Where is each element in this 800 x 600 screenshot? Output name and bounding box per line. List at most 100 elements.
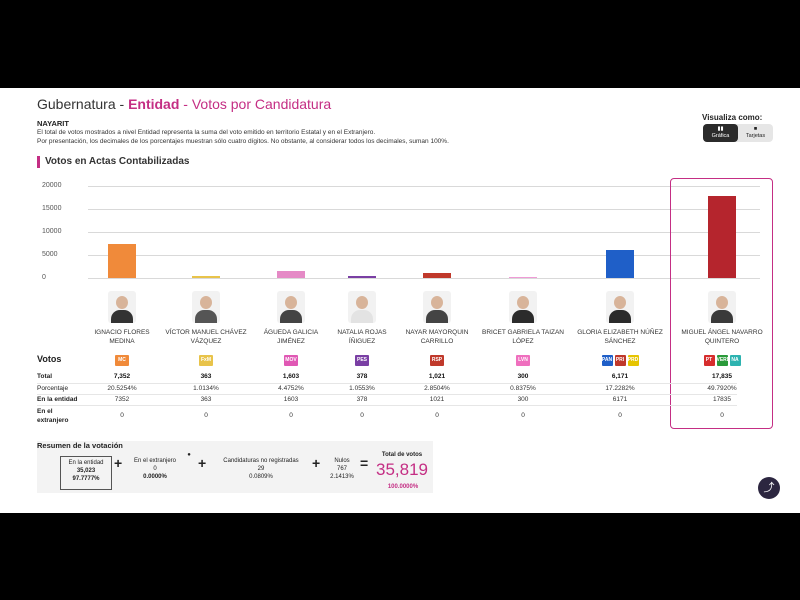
cell-entidad: 6171: [612, 396, 628, 403]
cell-total: 300: [517, 373, 529, 380]
candidate-name-line1: VÍCTOR MANUEL CHÁVEZ: [165, 329, 247, 336]
party-logo: PRD: [627, 355, 639, 366]
cell-extranjero: 0: [521, 412, 525, 419]
summary-nulos-votes: 767: [336, 466, 347, 472]
candidate-photo-head: [431, 296, 443, 309]
votos-label: Votos: [37, 354, 62, 364]
candidate-name-line2: LÓPEZ: [512, 338, 534, 345]
candidate-name: MIGUEL ÁNGEL NAVARRO QUINTERO: [672, 328, 772, 346]
row-divider: [37, 394, 737, 395]
candidate-photo-body: [711, 310, 733, 323]
info-note-2: Por presentación, los decimales de los p…: [37, 138, 449, 145]
summary-total-pct: 100.0000%: [387, 484, 419, 490]
candidate-photo: [108, 291, 136, 323]
share-button[interactable]: ⤴: [758, 477, 780, 499]
view-cards-button[interactable]: ■ Tarjetas: [738, 124, 773, 142]
row-label-extranjero-2: extranjero: [37, 417, 69, 424]
y-tick-label: 15000: [42, 205, 62, 212]
summary-title: Resumen de la votación: [37, 441, 123, 450]
cell-extranjero: 0: [120, 412, 124, 419]
summary-entidad-label: En la entidad: [68, 460, 104, 466]
candidate-photo-body: [512, 310, 534, 323]
share-icon: ⤴: [763, 482, 775, 494]
cell-extranjero: 0: [204, 412, 208, 419]
candidate-name-line2: QUINTERO: [704, 338, 740, 345]
party-logo: MOV: [284, 355, 298, 366]
summary-total-label: Total de votos: [381, 452, 423, 458]
title-prefix: Gubernatura -: [37, 96, 129, 112]
bar-6[interactable]: [509, 276, 537, 278]
summary-nulos-label: Nulos: [334, 458, 350, 464]
summary-nulos: Nulos 767 2.1413%: [324, 457, 360, 481]
y-tick-label: 10000: [42, 228, 62, 235]
view-toggle: ▮▮ Gráfica ■ Tarjetas: [703, 124, 773, 142]
cell-entidad: 1021: [429, 396, 445, 403]
page-title: Gubernatura - Entidad - Votos por Candid…: [37, 96, 331, 112]
candidate-photo-head: [285, 296, 297, 309]
view-chart-label: Gráfica: [711, 133, 730, 139]
party-logo: LVN: [516, 355, 530, 366]
plus-icon: +: [198, 455, 207, 471]
summary-no-registradas: Candidaturas no registradas 29 0.0809%: [210, 457, 312, 481]
gridline: [88, 278, 760, 279]
y-tick-label: 0: [42, 274, 46, 281]
bar-3[interactable]: [277, 270, 305, 278]
candidate-name-line2: ÍÑIGUEZ: [348, 338, 376, 345]
cell-extranjero: 0: [360, 412, 364, 419]
summary-nulos-pct: 2.1413%: [330, 474, 354, 480]
candidate-photo-head: [116, 296, 128, 309]
cell-pct: 2.8504%: [424, 385, 450, 392]
cell-entidad: 300: [517, 396, 529, 403]
gridline: [88, 232, 760, 233]
title-suffix: - Votos por Candidatura: [179, 96, 332, 112]
bar-4[interactable]: [348, 276, 376, 278]
candidate-photo-body: [609, 310, 631, 323]
view-chart-button[interactable]: ▮▮ Gráfica: [703, 124, 738, 142]
view-cards-label: Tarjetas: [745, 133, 766, 139]
winner-highlight: [670, 178, 773, 429]
candidate-photo-body: [426, 310, 448, 323]
cell-total: 1,021: [428, 373, 446, 380]
candidate-photo-head: [614, 296, 626, 309]
candidate-name: NATALIA ROJAS ÍÑIGUEZ: [312, 328, 412, 346]
bar-2[interactable]: [192, 276, 220, 278]
party-logo: PES: [355, 355, 369, 366]
bar-5[interactable]: [423, 273, 451, 278]
candidate-name: IGNACIO FLORES MEDINA: [72, 328, 172, 346]
party-logo: FxM: [199, 355, 213, 366]
row-label-extranjero-1: En el: [37, 408, 53, 415]
party-logo: RSP: [430, 355, 444, 366]
equals-icon: =: [360, 455, 369, 471]
gridline: [88, 209, 760, 210]
results-page: Gubernatura - Entidad - Votos por Candid…: [0, 88, 800, 513]
info-icon[interactable]: ●: [187, 452, 191, 458]
state-name: NAYARIT: [37, 119, 69, 128]
candidate-name-line1: BRICET GABRIELA TAIZAN: [482, 329, 564, 336]
candidate-name-line1: NAYAR MAYORQUIN: [405, 329, 469, 336]
candidate-name: GLORIA ELIZABETH NÚÑEZ SÁNCHEZ: [570, 328, 670, 346]
candidate-photo: [509, 291, 537, 323]
bar-1[interactable]: [108, 244, 136, 278]
candidate-name-line2: SÁNCHEZ: [604, 338, 636, 345]
candidate-photo-head: [517, 296, 529, 309]
info-note-1: El total de votos mostrados a nivel Enti…: [37, 129, 376, 136]
cell-extranjero: 0: [289, 412, 293, 419]
candidate-photo: [423, 291, 451, 323]
party-logo: PT: [703, 355, 715, 366]
row-divider: [37, 383, 737, 384]
summary-no-reg-votes: 29: [257, 466, 265, 472]
candidate-name-line2: CARRILLO: [420, 338, 454, 345]
bar-8[interactable]: [708, 195, 736, 278]
plus-icon: +: [312, 455, 321, 471]
bar-7[interactable]: [606, 249, 634, 278]
cell-total: 17,835: [712, 373, 732, 380]
party-logo: NA: [729, 355, 741, 366]
candidate-name: ÁGUEDA GALICIA JIMÉNEZ: [241, 328, 341, 346]
candidate-photo: [708, 291, 736, 323]
summary-extranjero: En el extranjero 0 0.0000%: [124, 457, 186, 481]
candidate-name-line1: GLORIA ELIZABETH NÚÑEZ: [577, 329, 663, 336]
candidate-name-line2: MEDINA: [109, 338, 135, 345]
gridline: [88, 186, 760, 187]
title-entity[interactable]: Entidad: [128, 96, 180, 112]
cell-total: 378: [356, 373, 368, 380]
